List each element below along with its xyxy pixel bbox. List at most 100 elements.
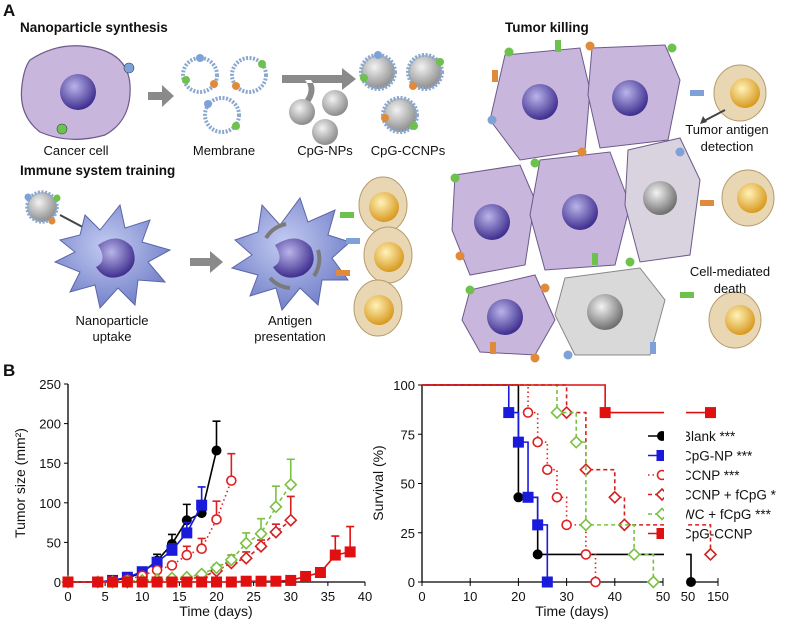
data-point [239,551,253,565]
data-point [532,436,543,448]
nanoparticle-uptake-label-line2: uptake [92,329,131,344]
y-tick-label: 0 [408,575,415,590]
series-cpg-np [62,486,208,588]
y-axis-label: Survival (%) [370,445,386,520]
legend-label: CpG-NP *** [682,449,753,464]
data-point [254,539,268,553]
arrow-icon [148,85,174,107]
data-point [522,407,534,418]
x-tick-label: 50 [681,589,695,604]
x-tick-label: 50 [656,589,670,604]
panel-a-letter: A [3,1,15,20]
series-cpg-ccnp [62,525,356,588]
data-point [211,576,222,588]
series-wc-fcpg-: WC + fCpG *** [422,384,772,589]
y-axis-label: Tumor size (mm²) [12,428,28,538]
series-line [68,504,203,583]
series-cpg-np-: CpG-NP *** [422,384,753,588]
x-tick-label: 30 [284,589,298,604]
series-ccnp-: CCNP *** [422,384,740,588]
data-point [541,576,553,588]
x-tick-label: 10 [463,589,477,604]
data-point [121,576,133,588]
x-tick-label: 30 [559,589,573,604]
data-point [627,547,641,562]
data-point [240,575,252,587]
x-tick-label: 5 [102,589,109,604]
data-point [209,561,224,575]
data-point [211,514,222,525]
x-tick-label: 40 [608,589,622,604]
y-tick-label: 0 [54,575,61,590]
data-point [608,490,622,504]
y-tick-label: 75 [401,427,415,442]
data-point [617,518,632,532]
data-point [181,549,193,561]
series-cpg-ccnp: CpG-CCNP [422,384,753,542]
survival-curve [422,384,712,555]
x-tick-label: 10 [135,589,149,604]
data-point [166,576,178,588]
data-point [532,549,543,560]
nanoparticle-illustration [24,190,61,225]
data-point [181,576,193,588]
panel-b-letter: B [3,361,15,380]
detection-arrow-icon [701,109,726,123]
y-tick-label: 50 [401,477,415,492]
y-tick-label: 200 [39,417,61,432]
y-tick-label: 100 [39,496,61,511]
data-point [136,576,148,588]
data-point [284,513,298,527]
data-point [269,525,283,539]
data-point [522,491,534,503]
cell-mediated-death-line2: death [714,281,747,296]
data-point [151,576,163,588]
cell-mediated-death-line1: Cell-mediated [690,264,770,279]
data-point [196,499,208,511]
x-tick-label: 35 [321,589,335,604]
membrane-vesicles-illustration [181,56,268,134]
data-point [92,576,104,588]
axis-break [664,380,686,580]
y-tick-label: 50 [47,535,61,550]
y-tick-label: 25 [401,526,415,541]
x-axis-label: Time (days) [179,603,252,619]
y-tick-label: 150 [39,456,61,471]
data-point [107,576,119,588]
legend-label: CpG-CCNP [682,527,753,542]
data-point [254,527,268,541]
cpg-nps-label: CpG-NPs [297,143,353,158]
series-wc-fcpg [61,458,298,589]
legend-label: Blank *** [682,429,736,444]
x-tick-label: 40 [358,589,372,604]
merge-arrow-icon [282,68,356,104]
killer-t-cells-illustration [708,64,775,349]
survival-chart: 0 10 20 30 40 50 50 150 0 25 50 75 100 Time (days) Sur… [370,378,777,619]
data-point [211,445,222,456]
nanoparticle-uptake-label-line1: Nanoparticle [76,313,149,328]
y-tick-label: 100 [393,378,415,393]
data-point [196,543,207,555]
data-point [239,536,253,550]
data-point [513,492,524,503]
data-point [532,519,544,531]
immune-system-training-title: Immune system training [20,163,175,178]
x-tick-label: 0 [418,589,425,604]
data-point [314,566,326,578]
legend-label: CCNP + fCpG * [682,488,777,503]
data-point [255,575,267,587]
antigen-presentation-label-line2: presentation [254,329,326,344]
data-point [551,491,563,503]
data-point [550,405,564,420]
legend-label: CCNP *** [682,468,740,483]
data-point [344,546,356,558]
cancer-cell-illustration [20,45,135,140]
cancer-cell-label: Cancer cell [43,143,108,158]
x-tick-label: 15 [172,589,186,604]
tumor-antigen-detection-line1: Tumor antigen [685,122,768,137]
cpg-ccnps-illustration [359,51,444,134]
cpg-nps-illustration [289,90,348,145]
x-tick-label: 0 [64,589,71,604]
cpg-ccnps-label: CpG-CCNPs [371,143,446,158]
